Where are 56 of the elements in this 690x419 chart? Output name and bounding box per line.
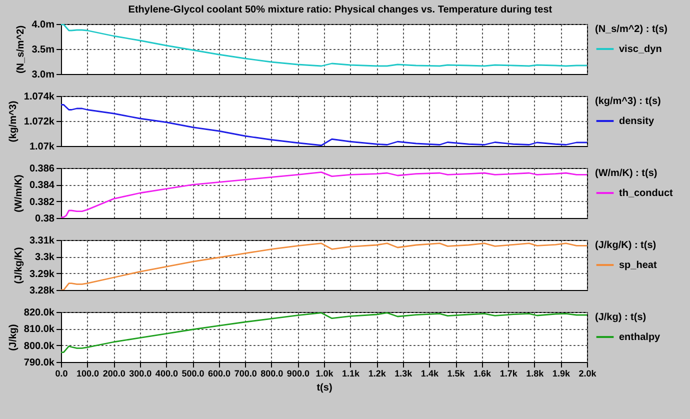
y-tick-label: 0.384: [29, 180, 55, 192]
y-tick-label: 3.31k: [29, 236, 55, 246]
x-tick-label: 1.7k: [500, 368, 518, 378]
x-tick-label: 1.5k: [447, 368, 466, 378]
y-tick-label: 0.382: [29, 196, 55, 208]
x-tick-label: 0.0: [55, 368, 68, 378]
x-axis-title: t(s): [316, 382, 332, 394]
legend-title: (kg/m^3) : t(s): [595, 96, 661, 107]
y-tick-label: 0.386: [29, 164, 55, 174]
y-tick-label: 1.072k: [24, 116, 55, 128]
y-tick-label: 4.0m: [32, 20, 55, 30]
y-axis-title: (W/m/K): [13, 174, 24, 212]
y-tick-label: 1.07k: [29, 142, 55, 152]
x-tick-label: 900.0: [286, 368, 310, 378]
legend-title: (J/kg/K) : t(s): [595, 240, 656, 251]
legend-title: (W/m/K) : t(s): [595, 168, 658, 179]
y-axis-title: (kg/m^3): [8, 100, 19, 142]
chart-title: Ethylene-Glycol coolant 50% mixture ratio: Physical changes vs. Temperature during test: [128, 4, 553, 16]
y-tick-label: 810.0k: [24, 324, 55, 336]
x-tick-label: 1.2k: [368, 368, 387, 378]
y-axis-title: (N_s/m^2): [16, 25, 27, 74]
x-tick-label: 1.0k: [316, 368, 334, 378]
y-tick-label: 3.3k: [35, 252, 55, 264]
legend-label: th_conduct: [619, 188, 674, 199]
x-tick-label: 600.0: [208, 368, 231, 378]
x-tick-label: 1.6k: [474, 368, 492, 378]
legend-label: density: [619, 116, 654, 127]
x-tick-label: 300.0: [129, 368, 152, 378]
y-tick-label: 1.074k: [24, 92, 55, 102]
x-tick-label: 100.0: [76, 368, 100, 378]
y-tick-label: 3.5m: [32, 44, 55, 56]
y-axis-title: (J/kg): [8, 324, 19, 351]
y-tick-label: 3.0m: [32, 70, 55, 80]
y-tick-label: 820.0k: [24, 308, 55, 318]
y-tick-label: 800.0k: [24, 340, 55, 352]
legend-label: sp_heat: [619, 260, 658, 271]
y-tick-label: 3.29k: [29, 268, 55, 280]
y-axis-title: (J/kg/K): [13, 247, 24, 284]
legend-label: enthalpy: [619, 332, 661, 343]
x-tick-label: 500.0: [182, 368, 204, 378]
x-tick-label: 1.8k: [526, 368, 545, 378]
legend-label: visc_dyn: [619, 44, 662, 55]
x-tick-label: 1.9k: [552, 368, 571, 378]
x-tick-label: 200.0: [102, 368, 126, 378]
x-tick-label: 2.0k: [578, 368, 598, 378]
x-tick-label: 800.0: [260, 368, 284, 378]
x-tick-label: 1.3k: [394, 368, 414, 378]
x-tick-label: 1.4k: [420, 368, 440, 378]
y-tick-label: 0.38: [35, 214, 55, 224]
x-tick-label: 1.1k: [342, 368, 361, 378]
x-tick-label: 700.0: [234, 368, 257, 378]
y-tick-label: 790.0k: [24, 358, 55, 368]
legend-title: (J/kg) : t(s): [595, 312, 646, 323]
x-tick-label: 400.0: [155, 368, 178, 378]
y-tick-label: 3.28k: [29, 286, 55, 296]
legend-title: (N_s/m^2) : t(s): [595, 24, 668, 35]
